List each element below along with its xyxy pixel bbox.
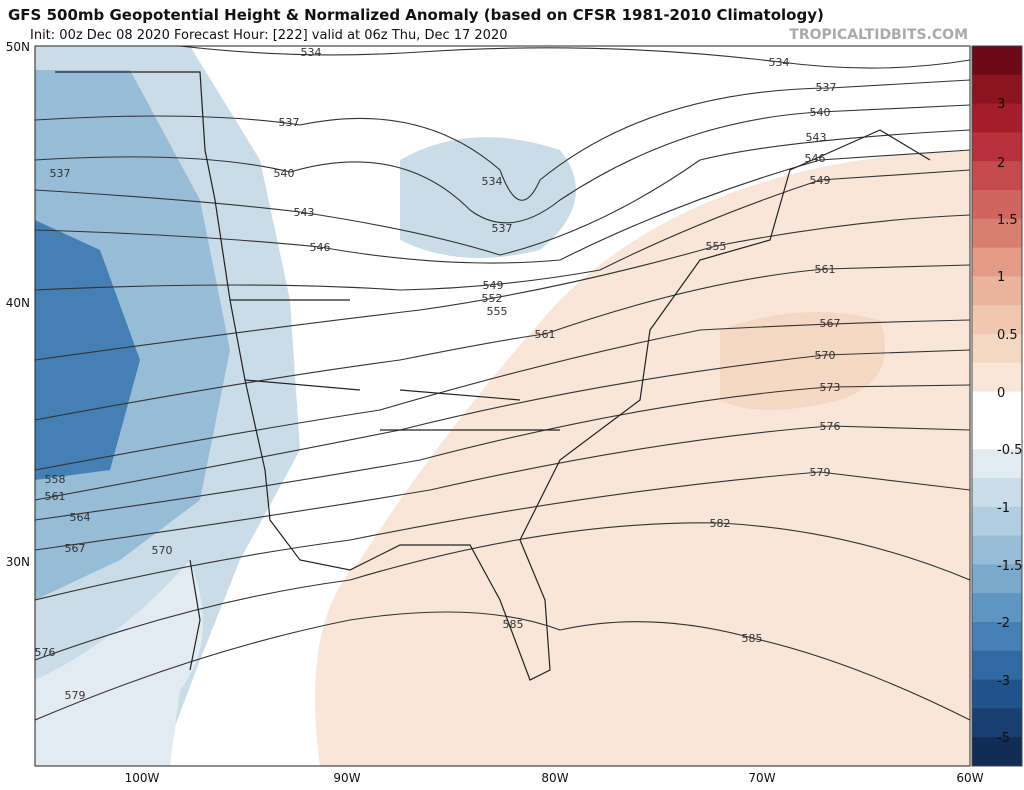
contour-label: 540	[274, 167, 295, 180]
contour-label: 540	[810, 106, 831, 119]
colorbar-segment	[972, 362, 1022, 393]
colorbar-segment	[972, 305, 1022, 335]
colorbar-label: 0.5	[997, 328, 1018, 343]
colorbar-segment	[972, 564, 1022, 594]
contour-label: 537	[50, 167, 71, 180]
contour-label: 534	[482, 175, 503, 188]
contour-label: 567	[820, 317, 841, 330]
contour-label: 570	[815, 349, 836, 362]
colorbar-label: 0	[997, 386, 1005, 401]
colorbar-label: 2	[997, 156, 1005, 171]
contour-label: 552	[482, 292, 503, 305]
colorbar-label: -1.5	[997, 559, 1022, 574]
anomaly-shade-positive	[720, 312, 885, 410]
contour-label: 543	[294, 206, 315, 219]
colorbar-segment	[972, 132, 1022, 162]
lon-label: 80W	[541, 771, 568, 785]
contour-label: 555	[706, 240, 727, 253]
colorbar-label: 1.5	[997, 213, 1018, 228]
colorbar-segment	[972, 247, 1022, 277]
colorbar-segment	[972, 74, 1022, 105]
contour-label: 567	[65, 542, 86, 555]
colorbar-label: 1	[997, 270, 1005, 285]
colorbar-segment	[972, 161, 1022, 191]
colorbar-segment	[972, 449, 1022, 479]
colorbar-segment	[972, 737, 1022, 767]
contour-label: 585	[742, 632, 763, 645]
contour-label: 576	[820, 420, 841, 433]
contour-label: 543	[806, 131, 827, 144]
colorbar-segment	[972, 46, 1022, 76]
colorbar-segment	[972, 506, 1022, 537]
lat-label: 50N	[6, 40, 30, 54]
borders	[55, 71, 931, 681]
colorbar-label: -2	[997, 616, 1010, 631]
contour-label: 549	[483, 279, 504, 292]
colorbar-segment	[972, 622, 1022, 652]
colorbar-segment	[972, 593, 1022, 623]
colorbar-segment	[972, 391, 1022, 421]
contour-label: 534	[301, 46, 322, 59]
colorbar-segment	[972, 276, 1022, 306]
colorbar-label: -5	[997, 731, 1010, 746]
contour-label: 582	[710, 517, 731, 530]
colorbar-segment	[972, 650, 1022, 681]
contour-label: 579	[65, 689, 86, 702]
watermark: TROPICALTIDBITS.COM	[789, 27, 968, 43]
contour-label: 558	[45, 473, 66, 486]
contour-label: 549	[810, 174, 831, 187]
contour-label: 561	[45, 490, 66, 503]
lat-label: 40N	[6, 296, 30, 310]
contour-label: 555	[487, 305, 508, 318]
lon-label: 100W	[125, 771, 160, 785]
contour-label: 561	[815, 263, 836, 276]
colorbar-segment	[972, 190, 1022, 220]
colorbar-label: 3	[997, 97, 1005, 112]
colorbar-label: -0.5	[997, 443, 1022, 458]
subtitle: Init: 00z Dec 08 2020 Forecast Hour: [22…	[30, 28, 508, 43]
lon-label: 60W	[956, 771, 983, 785]
title: GFS 500mb Geopotential Height & Normaliz…	[8, 6, 824, 24]
contour-label: 546	[310, 241, 331, 254]
contour-label: 546	[805, 152, 826, 165]
colorbar-label: -1	[997, 501, 1010, 516]
contour-label: 564	[70, 511, 91, 524]
contour-label: 579	[810, 466, 831, 479]
contour-label: 585	[503, 618, 524, 631]
lon-label: 90W	[333, 771, 360, 785]
map-frame	[34, 45, 971, 767]
colorbar-segment	[972, 708, 1022, 738]
contour-label: 537	[279, 116, 300, 129]
colorbar-segment	[972, 334, 1022, 364]
colorbar-segment	[972, 679, 1022, 709]
colorbar-frame	[971, 45, 1023, 767]
colorbar-segment	[972, 420, 1022, 450]
colorbar-label: -3	[997, 674, 1010, 689]
anomaly-shade-negative	[400, 137, 576, 258]
colorbar-segment	[972, 535, 1022, 565]
contour-label: 534	[769, 56, 790, 69]
contour-label: 537	[492, 222, 513, 235]
contour-label: 537	[816, 81, 837, 94]
map-area	[34, 45, 971, 767]
anomaly-shade-negative	[35, 560, 203, 766]
contour-label: 570	[152, 544, 173, 557]
contour-label: 573	[820, 381, 841, 394]
contour-label: 561	[535, 328, 556, 341]
colorbar-segment	[972, 218, 1022, 249]
colorbar-segment	[972, 478, 1022, 508]
contour-label: 576	[35, 646, 56, 659]
colorbar-segment	[972, 103, 1022, 133]
lat-label: 30N	[6, 555, 30, 569]
lon-label: 70W	[748, 771, 775, 785]
anomaly-shade-positive	[315, 150, 970, 766]
